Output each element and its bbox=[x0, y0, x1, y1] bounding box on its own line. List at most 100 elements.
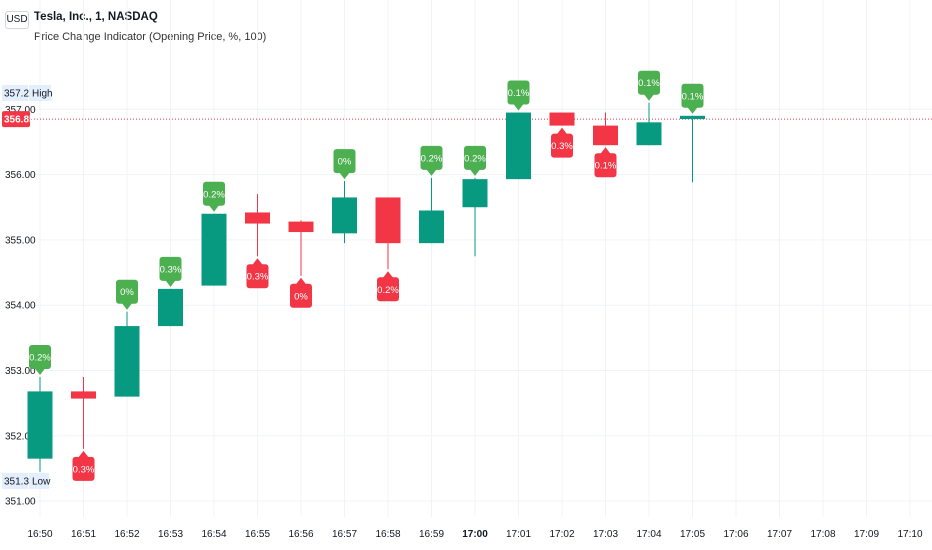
candle-body bbox=[549, 112, 575, 126]
currency-badge[interactable]: USD bbox=[5, 11, 29, 29]
label-text: 0.2% bbox=[421, 153, 443, 164]
label-box bbox=[116, 279, 138, 304]
candle: 0.1% bbox=[680, 83, 705, 183]
y-tick-label: 356.00 bbox=[5, 170, 36, 181]
y-axis: 351.00 352.00 353.00 354.00 355.00 356.00 357.… bbox=[5, 105, 36, 508]
candle-body bbox=[506, 112, 531, 180]
high-value: 357.25 bbox=[4, 88, 35, 99]
label-text: 0.3% bbox=[160, 264, 182, 275]
high-value-bg bbox=[2, 84, 28, 101]
current-price-bg bbox=[2, 111, 30, 128]
label-pointer bbox=[122, 303, 132, 310]
x-tick-label: 17:10 bbox=[897, 529, 922, 540]
y-tick-label: 354.00 bbox=[5, 301, 36, 312]
candles: 0.2% 0.3% 0% 0.3% 0.2% 0.3% 0% 0% 0.2% 0.2% 0.2% 0.… bbox=[27, 70, 705, 481]
label-box bbox=[290, 283, 312, 308]
low-label: Low bbox=[32, 476, 51, 487]
y-tick-label: 357.00 bbox=[5, 105, 36, 116]
x-tick-label: 17:01 bbox=[506, 529, 531, 540]
price-change-label-up: 0.2% bbox=[464, 145, 486, 176]
candle: 0% bbox=[332, 149, 357, 244]
price-change-label-down: 0.3% bbox=[72, 450, 95, 481]
label-pointer bbox=[35, 368, 45, 376]
price-change-label-up: 0.2% bbox=[29, 345, 51, 376]
candle-body bbox=[593, 125, 618, 146]
x-tick-label: 17:04 bbox=[636, 529, 661, 540]
low-value: 351.31 bbox=[4, 476, 35, 487]
x-tick-label: 16:59 bbox=[419, 529, 444, 540]
candle-body bbox=[158, 288, 183, 327]
label-box bbox=[507, 80, 530, 105]
candle-body bbox=[114, 326, 140, 397]
x-tick-label: 17:08 bbox=[810, 529, 835, 540]
label-box bbox=[377, 277, 399, 302]
label-pointer bbox=[470, 169, 480, 176]
label-pointer bbox=[339, 172, 350, 180]
label-text: 0% bbox=[294, 291, 308, 302]
candle-body bbox=[201, 213, 227, 286]
high-label-bg bbox=[29, 84, 51, 101]
price-change-label-down: 0.3% bbox=[246, 258, 269, 289]
label-box bbox=[159, 256, 182, 281]
candle-body bbox=[332, 197, 357, 234]
x-tick-label: 16:51 bbox=[71, 529, 96, 540]
price-change-label-down: 0% bbox=[290, 277, 312, 308]
current-price-badge: 356.85 bbox=[2, 111, 35, 128]
x-tick-label: 17:05 bbox=[680, 529, 705, 540]
price-change-label-up: 0% bbox=[116, 279, 138, 310]
label-text: 0.1% bbox=[682, 91, 704, 102]
indicator-legend[interactable]: Price Change Indicator (Opening Price, %… bbox=[34, 31, 267, 43]
x-tick-label: 16:56 bbox=[288, 529, 313, 540]
low-label-bg bbox=[29, 472, 49, 489]
price-change-label-up: 0.2% bbox=[420, 145, 443, 176]
candle: 0.3% bbox=[245, 194, 270, 289]
x-tick-label: 16:50 bbox=[27, 529, 52, 540]
y-tick-label: 355.00 bbox=[5, 235, 36, 246]
candle: 0% bbox=[288, 220, 314, 308]
label-pointer bbox=[644, 94, 654, 101]
candle: 0.1% bbox=[506, 80, 531, 180]
x-tick-label: 17:03 bbox=[593, 529, 618, 540]
price-change-label-up: 0% bbox=[333, 149, 356, 180]
label-box bbox=[420, 145, 443, 170]
candle: 0.2% bbox=[462, 145, 488, 257]
label-text: 0.3% bbox=[73, 464, 95, 475]
candle: 0.3% bbox=[158, 256, 183, 327]
label-text: 0.2% bbox=[29, 353, 51, 364]
candle-body bbox=[419, 210, 444, 244]
price-change-label-up: 0.2% bbox=[203, 181, 225, 212]
candle-body bbox=[375, 197, 401, 244]
label-text: 0.2% bbox=[377, 285, 399, 296]
price-change-label-down: 0.3% bbox=[551, 127, 573, 158]
low-value-bg bbox=[2, 472, 28, 489]
label-text: 0.2% bbox=[464, 153, 486, 164]
candle-body bbox=[27, 391, 53, 459]
price-change-label-down: 0.2% bbox=[377, 271, 399, 302]
label-box bbox=[681, 83, 704, 108]
candle: 0.1% bbox=[636, 70, 662, 146]
label-text: 0.2% bbox=[203, 189, 225, 200]
price-change-label-up: 0.3% bbox=[159, 256, 182, 287]
label-pointer bbox=[513, 104, 524, 111]
candle: 0% bbox=[114, 279, 140, 397]
label-pointer bbox=[383, 271, 393, 278]
candle: 0.1% bbox=[593, 112, 618, 178]
candle: 0.3% bbox=[71, 377, 96, 481]
label-pointer bbox=[296, 277, 306, 285]
x-tick-label: 17:06 bbox=[723, 529, 748, 540]
price-change-label-up: 0.1% bbox=[507, 80, 530, 111]
label-text: 0% bbox=[338, 157, 352, 168]
label-pointer bbox=[600, 147, 611, 154]
label-text: 0.3% bbox=[247, 272, 269, 283]
candle-body bbox=[636, 122, 662, 146]
price-change-label-up: 0.1% bbox=[681, 83, 704, 114]
candle-body bbox=[288, 221, 314, 233]
label-text: 0.1% bbox=[595, 161, 617, 172]
x-tick-label: 17:00 bbox=[462, 529, 488, 540]
label-pointer bbox=[557, 127, 567, 135]
label-box bbox=[551, 133, 573, 158]
current-price-value: 356.85 bbox=[4, 115, 35, 126]
